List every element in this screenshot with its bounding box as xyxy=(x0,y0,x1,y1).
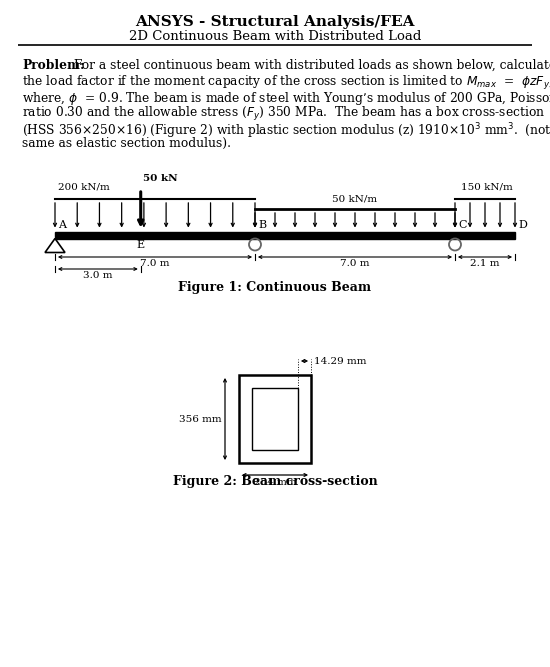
Text: 50 kN/m: 50 kN/m xyxy=(332,195,377,204)
Text: E: E xyxy=(136,241,145,251)
Text: C: C xyxy=(458,221,466,231)
Text: ratio 0.30 and the allowable stress ($F_y$) 350 MPa.  The beam has a box cross-s: ratio 0.30 and the allowable stress ($F_… xyxy=(22,105,545,123)
Text: 7.0 m: 7.0 m xyxy=(340,259,370,268)
Text: where, $\phi$  = 0.9. The beam is made of steel with Young’s modulus of 200 GPa,: where, $\phi$ = 0.9. The beam is made of… xyxy=(22,90,550,107)
Bar xyxy=(239,375,311,463)
Bar xyxy=(252,388,298,450)
Text: Figure 1: Continuous Beam: Figure 1: Continuous Beam xyxy=(178,281,372,294)
Text: Figure 2: Beam cross-section: Figure 2: Beam cross-section xyxy=(173,475,377,488)
Text: 14.29 mm: 14.29 mm xyxy=(314,356,366,366)
Text: (HSS 356×250×16) (Figure 2) with plastic section modulus (z) 1910×10$^3$ mm$^3$.: (HSS 356×250×16) (Figure 2) with plastic… xyxy=(22,121,550,141)
Text: ANSYS - Structural Analysis/FEA: ANSYS - Structural Analysis/FEA xyxy=(135,15,415,29)
Bar xyxy=(55,231,515,239)
Text: Problem:: Problem: xyxy=(22,59,85,72)
Text: 150 kN/m: 150 kN/m xyxy=(461,183,513,192)
Text: D: D xyxy=(518,221,527,231)
Text: same as elastic section modulus).: same as elastic section modulus). xyxy=(22,137,231,149)
Text: 254 mm: 254 mm xyxy=(254,478,296,487)
Text: 3.0 m: 3.0 m xyxy=(83,271,113,280)
Text: 2D Continuous Beam with Distributed Load: 2D Continuous Beam with Distributed Load xyxy=(129,30,421,43)
Text: 50 kN: 50 kN xyxy=(142,174,177,183)
Text: 356 mm: 356 mm xyxy=(179,414,222,424)
Text: 200 kN/m: 200 kN/m xyxy=(58,183,110,192)
Text: 2.1 m: 2.1 m xyxy=(470,259,500,268)
Text: 7.0 m: 7.0 m xyxy=(140,259,170,268)
Text: B: B xyxy=(258,221,266,231)
Text: For a steel continuous beam with distributed loads as shown below, calculate: For a steel continuous beam with distrib… xyxy=(74,59,550,72)
Text: the load factor if the moment capacity of the cross section is limited to $M_{ma: the load factor if the moment capacity o… xyxy=(22,75,550,93)
Text: A: A xyxy=(58,221,66,231)
